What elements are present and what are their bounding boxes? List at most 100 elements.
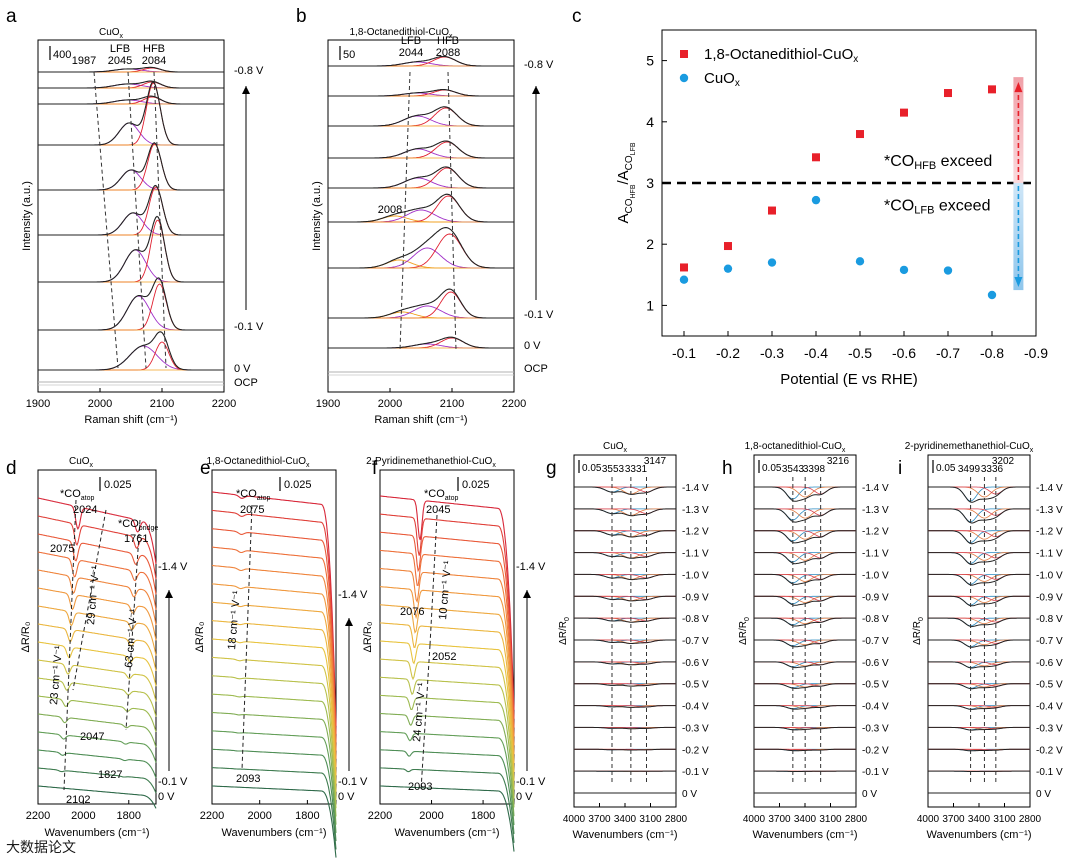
guide-line: [72, 509, 107, 691]
spectrum: [212, 785, 337, 858]
fit-component: [328, 107, 514, 127]
y-axis-label: ACOHFB/ACOLFB: [615, 142, 637, 223]
peak-annotation: 24 cm⁻¹ V⁻¹: [411, 682, 428, 742]
potential-label: -0.6 V: [682, 658, 709, 669]
annotation-hfb: *COHFB exceed: [884, 153, 992, 172]
x-tick-label: 2200: [26, 810, 50, 822]
potential-label: -0.7 V: [862, 636, 889, 647]
plot-frame: [327, 39, 515, 393]
x-tick-label: 4000: [917, 814, 940, 825]
spectrum: [574, 552, 676, 559]
data-point-cuox: [855, 257, 865, 266]
fit-component: [328, 337, 514, 349]
potential-label: 0 V: [516, 791, 533, 803]
spectrum--0.8V: [328, 55, 514, 67]
spectrum: [928, 639, 1030, 648]
panel-letter-e: e: [200, 458, 211, 479]
spectrum--0.8V: [38, 66, 224, 73]
lfb-arrow-head: [1014, 276, 1023, 288]
y-axis-label: ΔR/R0: [912, 617, 925, 645]
spectrum: [379, 712, 515, 817]
potential-label: -0.8 V: [1036, 614, 1063, 625]
spectrum: [379, 549, 515, 737]
x-axis-label: Potential (E vs RHE): [780, 371, 918, 388]
potential-label: -0.4 V: [862, 702, 889, 713]
spectrum: [574, 508, 676, 517]
spectrum: [928, 595, 1030, 607]
y-tick-label: 1: [646, 297, 654, 313]
panel-e: 1,8-Octanedithiol-CuOx 2200 2000 1800 Wavenu…: [194, 456, 368, 858]
spectrum--0.1V: [328, 288, 514, 319]
x-tick-label: 2200: [502, 398, 526, 410]
potential-label: -0.5 V: [1036, 680, 1063, 691]
x-axis-label: Raman shift (cm⁻¹): [84, 414, 177, 426]
peak-annotation: 2075: [240, 504, 264, 516]
hfb-arrow-head: [1014, 82, 1023, 93]
potential-label: -1.4 V: [158, 561, 188, 573]
data-point-cuox: [943, 266, 953, 275]
panel-letter-h: h: [722, 458, 733, 479]
arrow-head: [532, 86, 540, 94]
x-tick-label: -0.4: [804, 345, 828, 361]
x-tick-label: 3400: [614, 814, 637, 825]
plot-frame: [211, 469, 337, 805]
x-axis-label: Wavenumbers (cm⁻¹): [221, 827, 326, 839]
chart-title: 1,8-Octanedithiol-CuOx: [350, 27, 454, 40]
watermark: 大数据论文: [6, 839, 76, 855]
potential-label: -0.1 V: [158, 776, 188, 788]
fit-component: [928, 552, 1030, 559]
spectrum--0.5V: [38, 81, 224, 146]
x-axis-label: Wavenumbers (cm⁻¹): [572, 829, 677, 841]
peak-label-name: LFB: [401, 35, 421, 47]
data-point-octanedithiol: [856, 130, 864, 139]
x-tick-label: 2200: [200, 810, 224, 822]
fit-component: [38, 249, 224, 283]
plot-frame: [37, 39, 225, 393]
spectrum: [928, 705, 1030, 710]
scale-bar-label: 0.05: [582, 463, 602, 474]
data-point-octanedithiol: [680, 263, 688, 272]
spectrum: [928, 683, 1030, 690]
potential-label: -0.5 V: [682, 680, 709, 691]
potential-label: -1.4 V: [1036, 483, 1063, 494]
chart-title: CuOx: [99, 27, 124, 40]
y-tick-label: 3: [646, 175, 654, 191]
panel-letter-f: f: [372, 458, 378, 479]
spectrum: [379, 622, 515, 773]
potential-label: -0.1 V: [234, 321, 264, 333]
y-tick-label: 5: [646, 53, 654, 69]
y-axis-label: ΔR/R0: [558, 617, 571, 645]
fit-component: [38, 212, 224, 236]
x-tick-label: 4000: [563, 814, 586, 825]
spectrum: [928, 617, 1030, 628]
spectrum: [380, 531, 515, 728]
potential-label: -1.1 V: [682, 549, 709, 560]
spectrum: [212, 656, 337, 801]
chart-title: CuOx: [69, 456, 94, 469]
legend-label: 1,8-Octanedithiol-CuOx: [704, 46, 858, 65]
x-tick-label: 2800: [845, 814, 868, 825]
x-tick-label: 1900: [26, 398, 50, 410]
y-tick-label: 2: [646, 236, 654, 252]
x-tick-label: -0.8: [980, 345, 1004, 361]
spectrum: [379, 658, 515, 790]
potential-label: 0 V: [158, 791, 175, 803]
potential-label: -0.1 V: [516, 776, 546, 788]
panel-c: -0.1 -0.2 -0.3 -0.4 -0.5 -0.6 -0.7 -0.8 -0.9 1 2 3 4…: [615, 29, 1048, 388]
fit-component: [38, 345, 224, 371]
potential-label: -0.3 V: [682, 723, 709, 734]
chart-title: 2-pyridinemethanethiol-CuOx: [905, 441, 1034, 454]
scale-bar-label: 0.05: [762, 463, 782, 474]
x-tick-label: 2000: [378, 398, 402, 410]
spectrum: [211, 564, 337, 759]
data-point-cuox: [723, 264, 733, 273]
plot-frame: [37, 469, 157, 805]
x-tick-label: 3400: [794, 814, 817, 825]
spectrum: [37, 533, 157, 595]
spectrum: [380, 694, 515, 808]
spectrum: [928, 508, 1030, 524]
spectrum: [212, 601, 337, 776]
x-axis-label: Wavenumbers (cm⁻¹): [752, 829, 857, 841]
x-tick-label: -0.1: [672, 345, 696, 361]
peak-annotation: 23 cm⁻¹ V⁻¹: [48, 645, 65, 705]
